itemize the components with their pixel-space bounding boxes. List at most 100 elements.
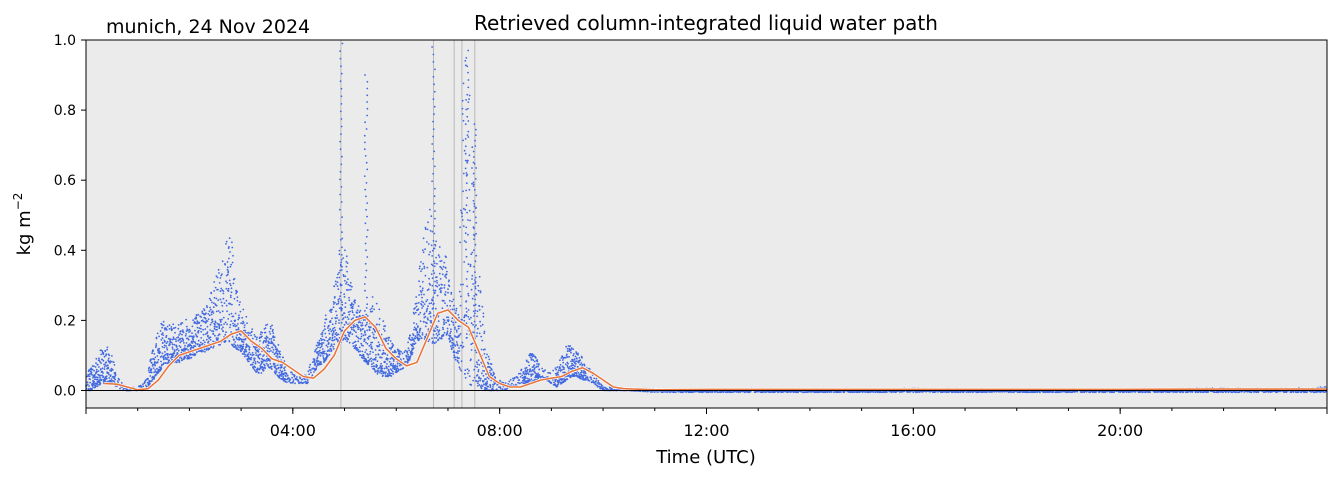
data-point [444, 302, 446, 304]
data-point [478, 275, 481, 278]
data-point [152, 367, 155, 369]
data-point [102, 372, 104, 374]
data-point [360, 333, 363, 335]
data-point [424, 228, 427, 231]
data-point [418, 267, 421, 270]
data-point [197, 313, 200, 316]
data-point [178, 345, 181, 347]
data-point [440, 287, 443, 290]
data-point [205, 305, 208, 307]
data-point [219, 311, 222, 314]
data-point [487, 362, 490, 365]
data-point [229, 282, 231, 285]
data-point [119, 387, 121, 390]
data-point [204, 317, 207, 320]
data-point [387, 339, 390, 341]
data-point [484, 348, 486, 351]
data-point [508, 380, 511, 383]
data-point [314, 364, 317, 366]
data-point [241, 353, 244, 355]
data-point [202, 328, 205, 331]
data-point [185, 333, 188, 335]
data-point [414, 335, 417, 338]
data-point [445, 321, 447, 324]
data-point [229, 251, 231, 253]
data-point [271, 324, 273, 327]
data-point [189, 330, 192, 332]
data-point [97, 370, 100, 372]
data-point [457, 314, 460, 316]
data-point [171, 346, 174, 349]
data-point [250, 334, 253, 337]
data-point [333, 326, 336, 329]
data-point [147, 369, 150, 371]
data-point [228, 313, 231, 316]
data-point [472, 181, 475, 184]
data-point [212, 312, 215, 314]
data-point [322, 355, 324, 357]
data-point [572, 364, 575, 367]
data-point [346, 289, 349, 291]
data-point [205, 312, 207, 315]
data-point [217, 299, 220, 301]
data-point [265, 337, 268, 340]
data-point [466, 134, 469, 137]
data-point [568, 355, 570, 358]
data-point [149, 375, 152, 377]
data-point [427, 243, 430, 245]
data-point [279, 364, 282, 366]
data-point [449, 305, 452, 307]
data-point [430, 302, 433, 305]
data-point [578, 360, 580, 363]
data-point [423, 265, 426, 268]
data-point [110, 370, 112, 372]
data-point [400, 351, 402, 353]
data-point [230, 263, 233, 266]
data-point [391, 342, 394, 345]
data-point [529, 368, 532, 371]
data-point [106, 380, 109, 383]
data-point [221, 328, 223, 330]
data-point [230, 320, 233, 322]
data-point [392, 370, 394, 373]
data-point [321, 348, 324, 350]
data-point [234, 319, 237, 322]
data-point [221, 310, 224, 313]
data-point [544, 369, 546, 371]
data-point [455, 341, 458, 343]
data-point [108, 373, 110, 376]
data-point [243, 351, 246, 354]
data-point [164, 362, 167, 364]
data-point [341, 318, 344, 321]
data-point [459, 304, 462, 307]
data-point [426, 322, 428, 325]
data-point [448, 299, 451, 302]
data-point [181, 322, 184, 324]
data-point [208, 347, 211, 350]
data-point [239, 310, 242, 313]
data-point [185, 342, 188, 344]
data-point [156, 361, 159, 363]
data-point [269, 327, 272, 330]
data-point [438, 284, 440, 287]
data-point [161, 326, 164, 329]
data-point [140, 385, 143, 388]
data-point [483, 370, 486, 372]
data-point [109, 361, 111, 364]
data-point [580, 362, 583, 364]
data-point [235, 346, 237, 348]
data-point [291, 376, 293, 379]
data-point [338, 297, 341, 300]
data-point [251, 354, 254, 357]
data-point [229, 323, 232, 326]
data-point [570, 349, 572, 351]
data-point [432, 296, 435, 299]
data-point [443, 286, 446, 289]
data-point [362, 357, 364, 360]
data-point [429, 208, 431, 211]
data-point [158, 347, 161, 350]
data-point [590, 376, 592, 379]
data-point [329, 328, 331, 331]
data-point [89, 381, 91, 384]
data-point [421, 307, 423, 309]
